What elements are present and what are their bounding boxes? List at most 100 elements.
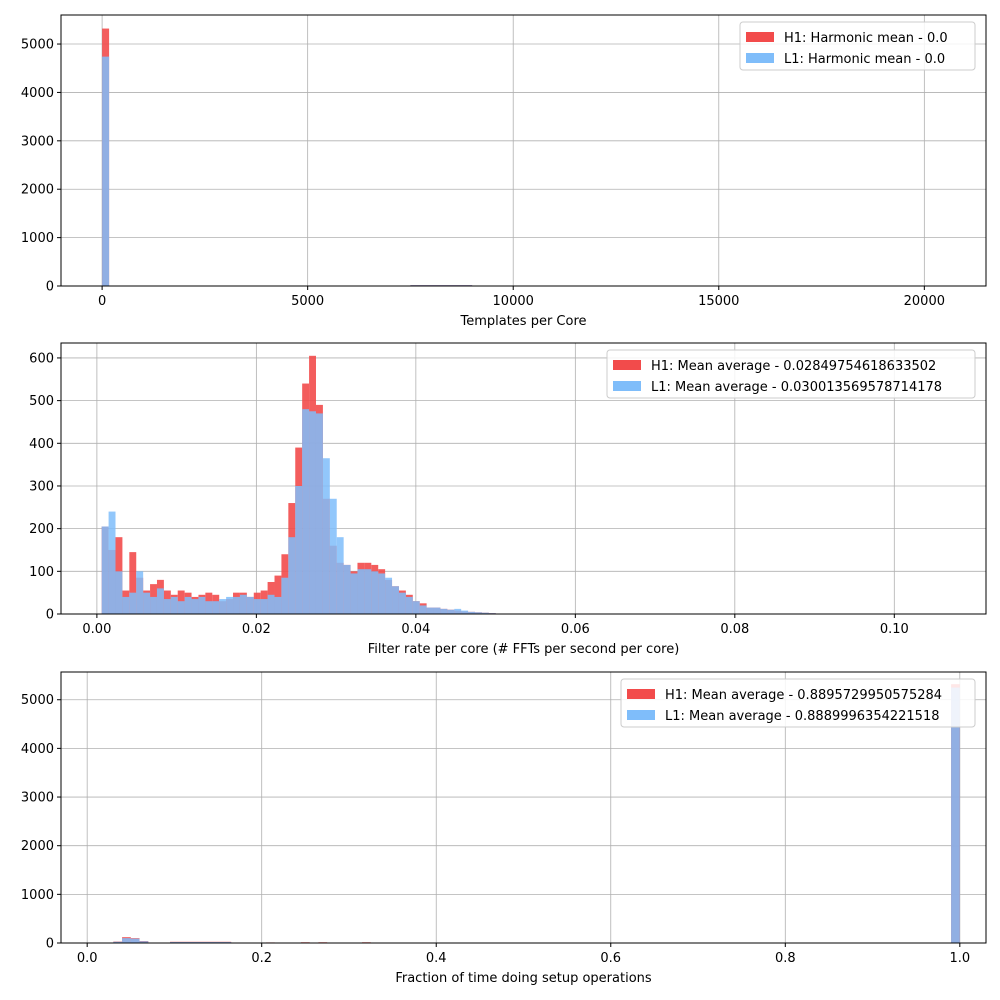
histogram-bar: [198, 596, 206, 614]
histogram-bar: [260, 599, 268, 614]
histogram-bar: [136, 571, 144, 614]
histogram-bar: [433, 607, 441, 614]
histogram-bar: [212, 601, 220, 614]
histogram-bar: [143, 592, 151, 614]
x-axis-label: Templates per Core: [459, 314, 586, 329]
x-tick-label: 0: [98, 294, 106, 309]
histogram-bar: [170, 596, 178, 614]
legend: H1: Mean average - 0.02849754618633502 L1…: [606, 349, 976, 399]
histogram-bar: [288, 537, 296, 614]
legend: H1: Harmonic mean - 0.0 L1: Harmonic mean…: [739, 21, 976, 71]
histogram-bar: [371, 571, 379, 614]
histogram-bar: [102, 56, 110, 286]
histogram-bar: [233, 596, 240, 614]
x-tick-label: 20000: [904, 294, 945, 309]
legend-label: H1: Harmonic mean - 0.0: [784, 31, 948, 46]
histogram-bar: [295, 485, 303, 614]
x-tick-label: 10000: [493, 294, 534, 309]
histogram-bar: [398, 592, 406, 614]
legend-box: [739, 21, 976, 71]
y-tick-label: 2000: [21, 183, 54, 198]
histogram-bar: [246, 596, 254, 614]
x-tick-label: 0.0: [77, 951, 98, 966]
y-tick-label: 0: [46, 937, 54, 952]
y-tick-label: 100: [29, 565, 54, 580]
x-tick-label: 0.08: [720, 622, 749, 637]
histogram-bar: [481, 612, 489, 614]
histogram-bar: [329, 498, 337, 614]
histogram-bar: [191, 599, 199, 614]
histogram-bar: [322, 458, 330, 614]
histogram-bar: [350, 573, 358, 614]
histogram-bar: [364, 569, 372, 614]
histogram-bar: [274, 596, 282, 614]
histogram-bar: [419, 605, 427, 614]
histogram-bar: [447, 609, 455, 614]
histogram-bar: [253, 599, 261, 614]
series-l1: [101, 409, 510, 615]
histogram-bar: [101, 526, 109, 614]
histogram-bar: [150, 596, 157, 614]
histogram-bar: [461, 610, 469, 614]
series-l1: [102, 56, 522, 287]
histogram-bar: [205, 601, 213, 614]
legend-label: H1: Mean average - 0.8895729950575284: [665, 688, 942, 703]
y-tick-label: 3000: [21, 791, 54, 806]
y-tick-label: 1000: [21, 231, 54, 246]
legend: H1: Mean average - 0.8895729950575284 L1:…: [620, 678, 976, 728]
y-tick-label: 4000: [21, 86, 54, 101]
x-tick-label: 0.04: [401, 622, 430, 637]
chart-filter-rate-per-core: 0.00 0.02 0.04 0.06 0.08 0.10 0 100 200 300 400 500…: [29, 342, 987, 657]
x-tick-label: 0.8: [775, 951, 796, 966]
histogram-bar: [440, 608, 448, 614]
histogram-bar: [392, 586, 399, 614]
histogram-bar: [357, 569, 365, 614]
x-tick-label: 5000: [291, 294, 324, 309]
x-tick-label: 0.6: [600, 951, 621, 966]
histogram-bar: [468, 611, 476, 614]
histogram-bar: [412, 601, 420, 614]
histogram-bar: [336, 537, 344, 614]
histogram-bar: [129, 592, 137, 614]
y-tick-label: 3000: [21, 134, 54, 149]
x-tick-label: 0.06: [561, 622, 590, 637]
histogram-bar: [309, 411, 316, 614]
grid: [61, 343, 986, 615]
y-tick-label: 0: [46, 280, 54, 295]
histogram-bar: [122, 596, 130, 614]
x-tick-label: 0.10: [880, 622, 909, 637]
legend-box: [606, 349, 976, 399]
histogram-bar: [219, 599, 227, 614]
histogram-bar: [226, 596, 234, 614]
series-h1: [102, 28, 522, 287]
histogram-bar: [156, 588, 164, 614]
histogram-bar: [129, 552, 137, 614]
y-tick-label: 4000: [21, 742, 54, 757]
histogram-bar: [475, 612, 482, 614]
histogram-bar: [177, 601, 185, 614]
legend-label: L1: Mean average - 0.8889996354221518: [665, 709, 940, 724]
histogram-bar: [115, 571, 123, 614]
y-tick-label: 0: [46, 608, 54, 623]
y-tick-label: 5000: [21, 38, 54, 53]
legend-swatch: [746, 32, 774, 42]
plot-frame: [60, 671, 987, 944]
legend-swatch: [627, 689, 655, 699]
plot-frame: [60, 14, 987, 287]
histogram-bar: [385, 577, 393, 614]
histogram-bar: [139, 941, 149, 943]
x-axis-label: Fraction of time doing setup operations: [395, 971, 652, 986]
y-tick-label: 300: [29, 479, 54, 494]
x-tick-label: 0.00: [82, 622, 111, 637]
histogram-bar: [405, 596, 413, 614]
x-axis-label: Filter rate per core (# FFTs per second …: [368, 642, 680, 657]
histogram-bar: [108, 511, 116, 614]
legend-swatch: [613, 360, 641, 370]
plot-frame: [60, 342, 987, 615]
y-tick-label: 1000: [21, 888, 54, 903]
legend-label: L1: Harmonic mean - 0.0: [784, 52, 945, 67]
x-tick-label: 15000: [698, 294, 739, 309]
histogram-bar: [274, 575, 282, 614]
y-tick-label: 200: [29, 522, 54, 537]
